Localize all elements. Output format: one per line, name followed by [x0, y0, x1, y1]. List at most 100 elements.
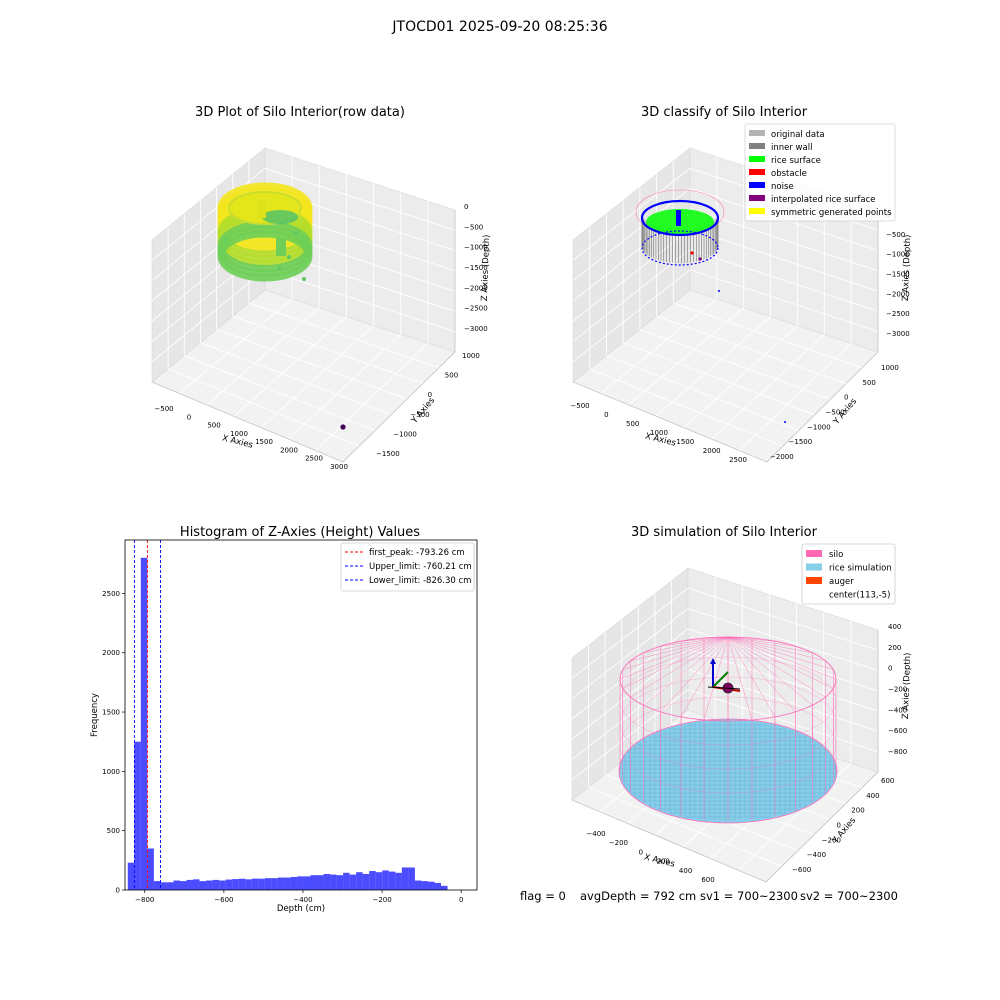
legend-label: Lower_limit: -826.30 cm: [369, 576, 471, 586]
panel4-zticks: 400 200 0 −200 −400 −600 −800: [888, 623, 907, 756]
tick-label: −3000: [886, 330, 910, 338]
histogram-bar: [166, 882, 174, 890]
x-axis-line: [151, 381, 344, 463]
panel2-zlabel: Z Axies (Depth): [901, 234, 913, 301]
data-point: [294, 231, 298, 235]
tick-label: 0: [888, 665, 892, 673]
grid-line: [216, 329, 408, 400]
histogram-bar: [264, 878, 272, 890]
tick-label: −500: [886, 231, 905, 239]
y-tick-label: 0: [116, 887, 120, 895]
grid-line: [738, 342, 852, 451]
histogram-bar: [414, 880, 422, 890]
legend-label: inner wall: [771, 143, 812, 153]
tick-label: −800: [888, 748, 907, 756]
grid-line: [689, 208, 879, 272]
tick-label: 500: [445, 372, 458, 380]
legend-label: rice surface: [771, 156, 821, 166]
grid-line: [151, 167, 266, 261]
silo-roof-line: [630, 636, 729, 662]
y-tick-label: 1500: [102, 709, 120, 717]
legend-label: noise: [771, 182, 794, 192]
tick-label: −2000: [464, 284, 488, 292]
grid-line: [622, 342, 815, 416]
histogram-bar: [284, 877, 291, 890]
grid-line: [673, 302, 863, 369]
histogram-bar: [388, 871, 396, 890]
grid-line: [600, 298, 718, 394]
tick-label: 2000: [280, 446, 298, 454]
panel2-xticks: −500 0 500 1000 1500 2000 2500: [570, 402, 747, 464]
silo-roof-line: [703, 636, 729, 639]
grid-line: [689, 269, 879, 333]
panel2-title: 3D classify of Silo Interior: [641, 105, 808, 120]
x-axis-line: [572, 381, 768, 463]
histogram-bar: [212, 879, 220, 890]
tick-label: 2500: [729, 456, 747, 464]
grid-line: [655, 316, 771, 417]
legend-swatch: [806, 577, 822, 584]
histogram-legend: first_peak: -793.26 cm Upper_limit: -760.…: [340, 542, 475, 592]
tick-label: 500: [863, 379, 876, 387]
histogram-bar: [271, 878, 278, 890]
histogram-bar: [173, 880, 180, 890]
tick-label: 0: [604, 411, 608, 419]
figure-title: JTOCD01 2025-09-20 08:25:36: [391, 19, 607, 35]
histogram-bar: [317, 875, 324, 890]
histogram-bar: [147, 848, 154, 890]
tick-label: −1500: [376, 450, 400, 458]
histogram-bar: [369, 871, 376, 890]
y-axis-line: [766, 351, 879, 463]
tick-label: 0: [464, 203, 468, 211]
grid-line: [687, 608, 879, 671]
legend-label: center(113,-5): [829, 591, 890, 601]
histogram-vlines: [133, 540, 161, 890]
panel1-xticks: −500 0 500 1000 1500 2000 2500 3000: [154, 405, 348, 471]
tick-label: −2500: [886, 310, 910, 318]
tick-label: 2500: [305, 455, 323, 463]
tick-label: −1000: [393, 430, 417, 438]
noise-ring: [640, 199, 720, 237]
tick-label: −500: [154, 405, 173, 413]
histogram-bar: [323, 873, 331, 890]
tick-label: −1000: [807, 423, 831, 431]
grid-line: [206, 307, 320, 406]
tick-label: −3000: [464, 325, 488, 333]
interp-point: [698, 257, 702, 261]
tick-label: 0: [187, 413, 191, 421]
panel4-xticks: −400 −200 0 200 400 600: [586, 830, 714, 884]
panel2-legend: original data inner wall rice surface obsta…: [744, 123, 896, 222]
histogram-bar: [206, 880, 213, 890]
tick-label: −200: [822, 836, 841, 844]
panel-classify: 3D classify of Silo Interior X Axies Y A…: [570, 105, 913, 464]
silo-roof-line: [727, 636, 826, 662]
histogram-xlabel: Depth (cm): [277, 904, 325, 914]
panel3-title: Histogram of Z-Axies (Height) Values: [180, 525, 420, 540]
panel1-zticks: 0 −500 −1000 −1500 −2000 −2500 −3000: [464, 203, 488, 333]
tick-label: −500: [826, 409, 845, 417]
grid-line: [711, 333, 825, 440]
legend-label: first_peak: -793.26 cm: [369, 548, 465, 558]
footer-sv2: sv2 = 700~2300: [800, 889, 898, 903]
tick-label: −400: [807, 851, 826, 859]
tick-label: −500: [410, 411, 429, 419]
histogram-bar: [356, 872, 363, 890]
histogram-bar: [336, 875, 344, 890]
grid-line: [683, 325, 798, 429]
silo-roof-line: [643, 636, 729, 654]
panel-histogram: Histogram of Z-Axies (Height) Values −80…: [90, 525, 478, 914]
x-tick-label: 0: [459, 896, 463, 904]
histogram-bar: [251, 878, 259, 890]
tick-label: 1000: [230, 430, 248, 438]
legend-swatch: [749, 182, 765, 188]
tick-label: −1500: [789, 438, 813, 446]
histogram-bar: [219, 880, 226, 890]
histogram-bar: [408, 867, 415, 890]
panel4-silo-simulation: [618, 636, 838, 824]
grid-line: [167, 368, 360, 447]
tick-label: 0: [639, 848, 643, 856]
y-tick-label: 2500: [102, 590, 120, 598]
legend-swatch: [749, 169, 765, 175]
y-tick-label: 500: [107, 827, 120, 835]
legend-swatch: [749, 130, 765, 136]
